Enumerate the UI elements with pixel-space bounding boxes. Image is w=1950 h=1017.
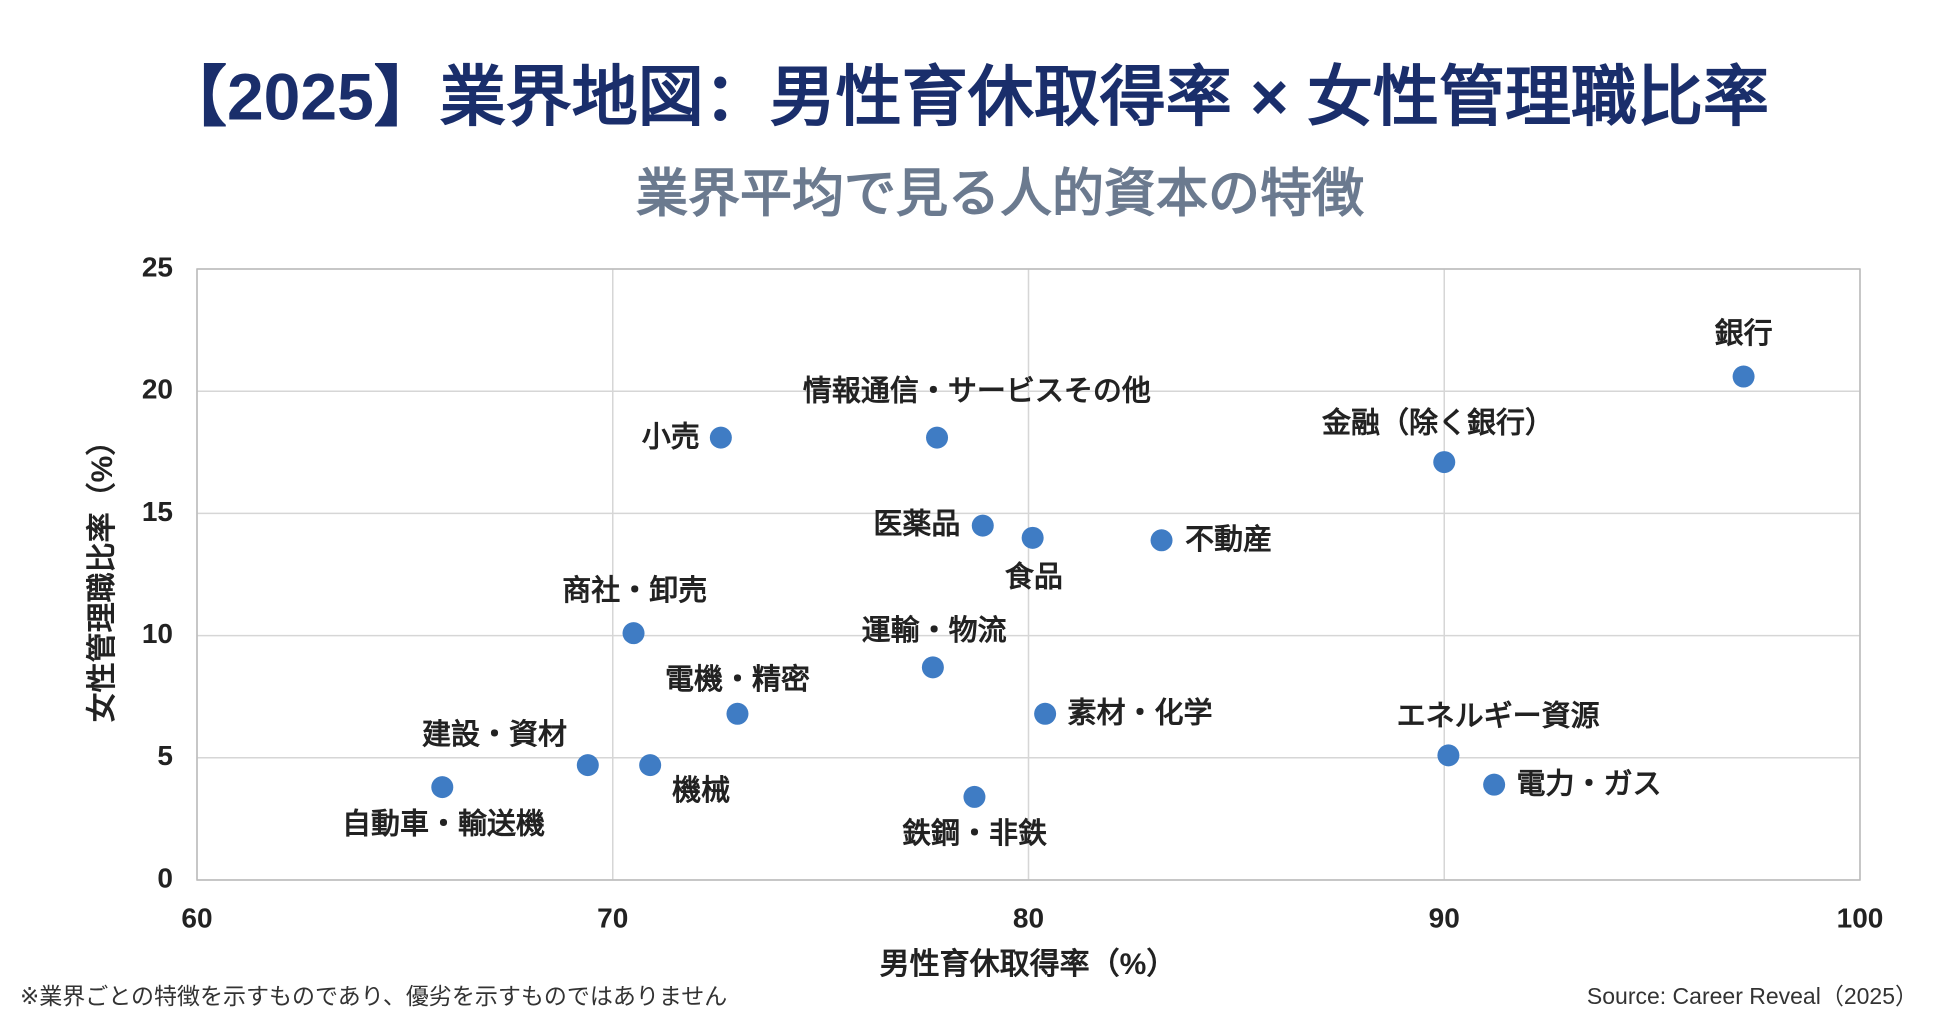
point [576,754,599,777]
x-tick-label: 60 [181,902,212,933]
chart-title: 【2025】業界地図：男性育休取得率 × 女性管理職比率 [161,59,1769,133]
point-label: 電機・精密 [665,662,810,696]
point [639,754,662,777]
point-label: 食品 [1005,560,1063,594]
point-label: 商社・卸売 [562,574,707,607]
point [1732,365,1755,388]
point-label: 鉄鋼・非鉄 [902,816,1047,850]
point-label: 建設・資材 [422,717,567,751]
point [1483,773,1506,796]
point [921,656,944,679]
y-tick-label: 25 [142,251,173,282]
footnote: ※業界ごとの特徴を示すものであり、優劣を示すものではありません [20,983,727,1009]
x-tick-label: 90 [1429,902,1460,933]
plot-border [196,268,1861,881]
point-label: 小売 [642,421,700,454]
point [963,785,986,808]
point-label: 自動車・輸送機 [342,806,545,840]
point-label: 運輸・物流 [862,613,1007,647]
x-tick-label: 70 [597,902,628,933]
point-label: 情報通信・サービスその他 [803,375,1151,408]
y-tick-label: 10 [142,618,173,649]
x-axis-label: 男性育休取得率（%） [880,947,1177,981]
chart-subtitle: 業界平均で見る人的資本の特徴 [636,166,1365,224]
point [1021,526,1044,549]
point-label: 医薬品 [873,507,960,540]
point [1437,744,1460,767]
point [971,514,994,537]
point-label: 不動産 [1185,523,1272,556]
point [431,776,454,799]
point [622,622,645,645]
point [709,426,732,449]
point [1433,451,1456,474]
y-tick-label: 15 [142,496,173,527]
point [726,702,749,725]
y-tick-label: 0 [157,862,173,893]
y-axis-label: 女性管理職比率（%） [85,426,119,723]
point-label: 素材・化学 [1068,696,1213,730]
point-label: エネルギー資源 [1397,700,1600,733]
source: Source: Career Reveal（2025） [1587,983,1918,1009]
point-label: 機械 [672,774,730,807]
point [1034,702,1057,725]
point [1150,529,1173,552]
point-label: 銀行 [1715,317,1773,350]
point-label: 金融（除く銀行） [1321,405,1554,439]
x-tick-label: 100 [1837,902,1884,933]
point [926,426,949,449]
x-tick-label: 80 [1013,902,1044,933]
point-label: 電力・ガス [1517,768,1662,801]
y-tick-label: 5 [157,740,173,771]
y-tick-label: 20 [142,374,173,405]
